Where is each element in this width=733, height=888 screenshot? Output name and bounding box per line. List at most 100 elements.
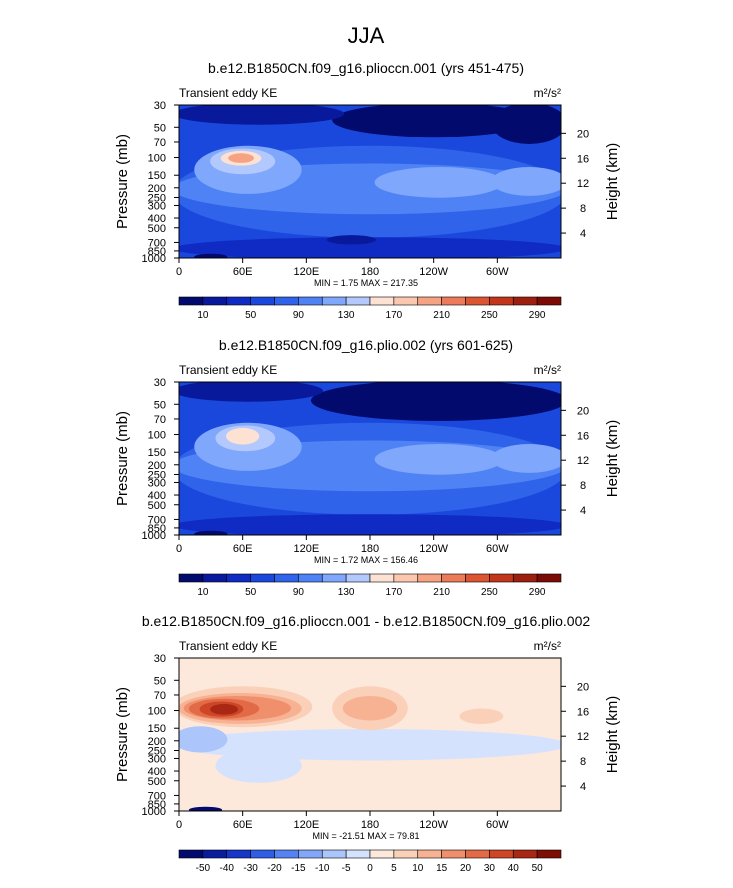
colorbar-swatch — [393, 573, 419, 583]
panel-title: b.e12.B1850CN.f09_g16.plioccn.001 - b.e1… — [142, 613, 591, 629]
lon-tick-label: 120E — [293, 266, 319, 278]
colorbar-label: -50 — [196, 863, 211, 874]
colorbar-swatch — [226, 573, 251, 583]
lon-tick-label: 120W — [419, 266, 448, 278]
colorbar-swatch — [274, 573, 299, 583]
lon-tick-label: 0 — [176, 819, 182, 831]
colorbar-swatch — [417, 849, 442, 859]
height-tick-label: 16 — [577, 430, 589, 442]
height-tick-label: 20 — [577, 128, 589, 140]
pressure-tick-label: 70 — [154, 690, 166, 702]
colorbar-label: -10 — [315, 863, 330, 874]
contour-field — [179, 382, 561, 535]
main-title: JJA — [348, 23, 385, 48]
height-tick-label: 12 — [577, 731, 589, 743]
lon-tick-label: 120W — [419, 819, 448, 831]
colorbar-swatch — [321, 296, 347, 306]
field-label: Transient eddy KE — [179, 86, 277, 100]
lon-tick-label: 120E — [293, 819, 319, 831]
contour-region — [459, 708, 504, 724]
colorbar-label: 50 — [532, 863, 544, 874]
colorbar-swatch — [298, 849, 323, 859]
contour-region — [310, 382, 561, 421]
colorbar-swatch — [178, 573, 204, 583]
pressure-tick-label: 100 — [148, 430, 166, 442]
colorbar-swatch — [465, 573, 490, 583]
colorbar-label: 170 — [386, 587, 403, 598]
lon-tick-label: 60E — [233, 819, 253, 831]
contour-region — [210, 703, 239, 715]
colorbar-label: 90 — [293, 310, 305, 321]
pressure-tick-label: 500 — [148, 223, 166, 235]
colorbar-swatch — [298, 573, 323, 583]
lon-tick-label: 0 — [176, 543, 182, 555]
pressure-tick-label: 70 — [154, 414, 166, 426]
contour-field — [179, 105, 561, 258]
colorbar-label: 0 — [367, 863, 373, 874]
colorbar-swatch — [512, 849, 538, 859]
colorbar-swatch — [441, 296, 466, 306]
panel-2: b.e12.B1850CN.f09_g16.plio.002 (yrs 601-… — [114, 337, 621, 598]
pressure-tick-label: 30 — [154, 100, 166, 112]
colorbar-swatch — [202, 296, 228, 306]
colorbar-label: 5 — [391, 863, 397, 874]
colorbar-swatch — [489, 296, 514, 306]
contour-field — [179, 658, 561, 811]
pressure-tick-label: 250 — [148, 746, 166, 758]
colorbar-swatch — [250, 849, 275, 859]
panel-title: b.e12.B1850CN.f09_g16.plioccn.001 (yrs 4… — [208, 60, 524, 76]
colorbar-label: -5 — [342, 863, 351, 874]
y-axis-title-right: Height (km) — [604, 143, 621, 221]
pressure-tick-label: 150 — [148, 723, 166, 735]
min-max-stats: MIN = -21.51 MAX = 79.81 — [312, 831, 419, 841]
colorbar-swatch — [178, 849, 204, 859]
colorbar-label: 10 — [197, 587, 209, 598]
contour-region — [326, 235, 376, 245]
contour-region — [342, 695, 398, 721]
contour-region — [194, 253, 228, 258]
y-axis-title: Pressure (mb) — [114, 134, 131, 229]
contour-region — [179, 382, 323, 402]
units-label: m²/s² — [534, 86, 561, 100]
pressure-tick-label: 100 — [148, 706, 166, 718]
height-tick-label: 20 — [577, 681, 589, 693]
pressure-tick-label: 850 — [148, 523, 166, 535]
colorbar-swatch — [274, 296, 299, 306]
contour-region — [226, 427, 260, 445]
contour-region — [491, 166, 561, 196]
pressure-tick-label: 400 — [148, 490, 166, 502]
pressure-tick-label: 50 — [154, 675, 166, 687]
colorbar: 10 50 90 130 170 210 250 290 — [178, 573, 562, 598]
colorbar-label: -40 — [220, 863, 235, 874]
height-tick-label: 8 — [580, 480, 586, 492]
colorbar-label: 90 — [293, 587, 305, 598]
colorbar-label: 290 — [529, 587, 546, 598]
pressure-tick-label: 100 — [148, 153, 166, 165]
colorbar-label: -20 — [267, 863, 282, 874]
lon-tick-label: 180 — [361, 819, 379, 831]
contour-region — [179, 514, 561, 535]
height-tick-label: 4 — [580, 505, 586, 517]
contour-region — [215, 748, 302, 783]
y-axis-title: Pressure (mb) — [114, 687, 131, 782]
field-label: Transient eddy KE — [179, 363, 277, 377]
colorbar-label: 130 — [338, 310, 355, 321]
pressure-tick-label: 850 — [148, 799, 166, 811]
lon-tick-label: 120W — [419, 543, 448, 555]
pressure-tick-label: 30 — [154, 377, 166, 389]
colorbar-swatch — [345, 573, 371, 583]
panel-1: b.e12.B1850CN.f09_g16.plioccn.001 (yrs 4… — [114, 60, 621, 321]
colorbar-swatch — [536, 849, 562, 859]
colorbar-label: 170 — [386, 310, 403, 321]
lon-tick-label: 60E — [233, 266, 253, 278]
pressure-tick-label: 70 — [154, 137, 166, 149]
pressure-tick-label: 250 — [148, 470, 166, 482]
height-tick-label: 16 — [577, 153, 589, 165]
field-label: Transient eddy KE — [179, 639, 277, 653]
pressure-tick-label: 200 — [148, 183, 166, 195]
colorbar-swatch — [321, 849, 347, 859]
pressure-tick-label: 500 — [148, 776, 166, 788]
pressure-tick-label: 700 — [148, 514, 166, 526]
height-tick-label: 8 — [580, 756, 586, 768]
height-tick-label: 4 — [580, 228, 586, 240]
